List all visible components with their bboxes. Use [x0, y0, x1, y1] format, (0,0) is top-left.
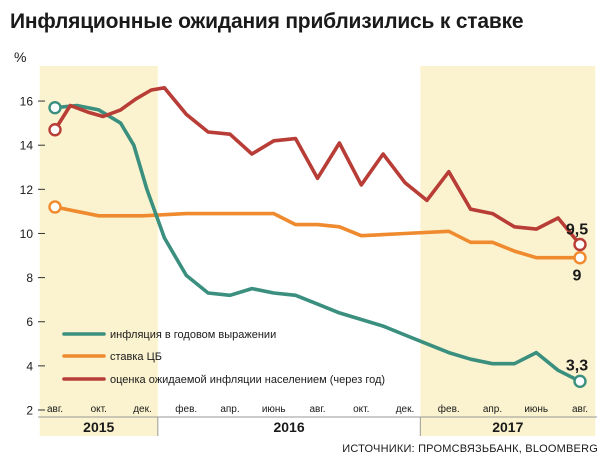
series-lines [53, 86, 582, 384]
x-tick-label: июнь [262, 404, 286, 415]
y-tick-label: 16 [20, 95, 34, 109]
x-tick-label: окт. [91, 404, 107, 415]
x-tick-label: фев. [438, 403, 460, 415]
endpoint-labels: 3,3 9 9,5 [566, 222, 588, 375]
y-axis-ticks: 2 4 6 8 10 12 14 16 [20, 95, 45, 418]
legend-label-1: ставка ЦБ [110, 351, 162, 363]
y-tick-label: 2 [26, 404, 33, 418]
series-0-end-value: 3,3 [566, 357, 588, 374]
year-band-2017 [420, 66, 596, 436]
year-label-2016: 2016 [273, 419, 304, 435]
series-1-end-value: 9 [573, 268, 582, 285]
x-tick-label: авг. [309, 404, 325, 415]
y-tick-label: 6 [26, 315, 33, 329]
y-tick-label: 8 [26, 271, 33, 285]
x-axis: 2015 2016 2017 авг. окт. дек. фев. апр. июнь авг.… [38, 403, 597, 436]
x-tick-label: фев. [175, 403, 197, 415]
legend-label-2: оценка ожидаемой инфляции населением (че… [110, 374, 385, 386]
legend: инфляция в годовом выражении ставка ЦБ оце… [62, 329, 385, 386]
series-2-end-value: 9,5 [566, 222, 588, 239]
x-tick-label: авг. [572, 404, 588, 415]
endpoint-markers [48, 100, 587, 389]
series-0-end-marker [573, 374, 587, 389]
y-tick-label: 10 [20, 227, 34, 241]
x-tick-label: апр. [483, 404, 502, 415]
series-0-start-marker [48, 100, 62, 115]
y-axis-unit-label: % [14, 49, 26, 65]
year-label-2015: 2015 [83, 419, 114, 435]
series-line-0 [53, 103, 582, 384]
series-2-start-marker [48, 123, 62, 137]
y-tick-label: 4 [26, 359, 33, 373]
x-tick-label: июнь [524, 404, 548, 415]
series-2-end-marker [573, 237, 587, 252]
series-line-2 [53, 86, 582, 247]
source-note: ИСТОЧНИКИ: ПРОМСВЯЗЬБАНК, BLOOMBERG [342, 443, 598, 455]
x-tick-label: авг. [47, 404, 63, 415]
year-bands [39, 66, 596, 436]
x-tick-label: окт. [353, 404, 369, 415]
series-1-end-marker [573, 251, 587, 265]
year-label-2017: 2017 [492, 419, 523, 435]
y-tick-label: 14 [20, 139, 34, 153]
x-tick-label: дек. [396, 404, 415, 415]
chart-title: Инфляционные ожидания приблизились к ста… [10, 10, 524, 33]
y-tick-label: 12 [20, 183, 34, 197]
legend-label-0: инфляция в годовом выражении [110, 329, 276, 341]
series-1-start-marker [48, 200, 62, 214]
x-tick-label: апр. [220, 404, 239, 415]
series-line-1 [53, 205, 582, 260]
x-tick-label: дек. [133, 404, 152, 415]
